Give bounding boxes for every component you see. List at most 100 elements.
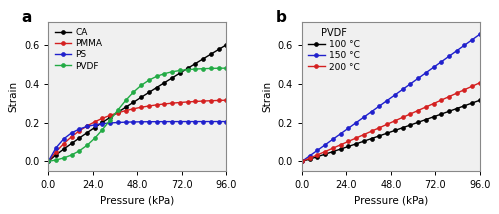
PVDF bbox=[138, 84, 144, 87]
150 °C bbox=[438, 61, 444, 63]
200 °C bbox=[322, 150, 328, 153]
PMMA bbox=[61, 142, 67, 145]
Line: 150 °C: 150 °C bbox=[300, 32, 482, 163]
PMMA bbox=[185, 101, 191, 103]
PVDF bbox=[185, 68, 191, 71]
200 °C bbox=[376, 126, 382, 129]
PMMA bbox=[130, 107, 136, 110]
CA bbox=[169, 77, 175, 79]
150 °C bbox=[338, 132, 344, 135]
PVDF bbox=[177, 69, 183, 72]
100 °C bbox=[446, 110, 452, 113]
200 °C bbox=[454, 92, 460, 94]
150 °C bbox=[462, 44, 468, 46]
100 °C bbox=[307, 158, 313, 160]
200 °C bbox=[477, 81, 483, 84]
200 °C bbox=[353, 137, 359, 139]
CA bbox=[107, 116, 113, 119]
PS bbox=[169, 120, 175, 123]
150 °C bbox=[477, 33, 483, 36]
CA bbox=[53, 154, 59, 156]
PS bbox=[200, 120, 206, 123]
100 °C bbox=[345, 145, 351, 148]
PVDF bbox=[224, 67, 230, 69]
PS bbox=[107, 122, 113, 124]
PVDF bbox=[130, 91, 136, 93]
100 °C bbox=[376, 135, 382, 137]
Y-axis label: Strain: Strain bbox=[262, 81, 272, 112]
200 °C bbox=[338, 144, 344, 146]
100 °C bbox=[423, 118, 429, 121]
150 °C bbox=[446, 55, 452, 58]
200 °C bbox=[431, 102, 437, 105]
200 °C bbox=[446, 95, 452, 98]
PMMA bbox=[208, 100, 214, 102]
PMMA bbox=[177, 101, 183, 104]
CA bbox=[45, 160, 51, 163]
Text: a: a bbox=[21, 10, 32, 25]
PVDF bbox=[200, 67, 206, 70]
100 °C bbox=[384, 132, 390, 134]
PMMA bbox=[200, 100, 206, 102]
200 °C bbox=[423, 106, 429, 108]
150 °C bbox=[322, 144, 328, 146]
200 °C bbox=[361, 133, 367, 136]
PS bbox=[68, 132, 74, 134]
150 °C bbox=[415, 77, 421, 80]
CA bbox=[192, 62, 198, 65]
100 °C bbox=[353, 143, 359, 145]
PMMA bbox=[146, 105, 152, 107]
200 °C bbox=[299, 160, 305, 163]
PMMA bbox=[169, 102, 175, 104]
PVDF bbox=[61, 157, 67, 159]
200 °C bbox=[407, 113, 413, 115]
Legend: CA, PMMA, PS, PVDF: CA, PMMA, PS, PVDF bbox=[53, 26, 104, 72]
PMMA bbox=[115, 111, 121, 114]
PVDF bbox=[123, 99, 129, 102]
150 °C bbox=[330, 138, 336, 141]
CA bbox=[99, 121, 105, 124]
Text: b: b bbox=[275, 10, 286, 25]
PS bbox=[99, 122, 105, 125]
100 °C bbox=[322, 153, 328, 155]
100 °C bbox=[314, 155, 320, 158]
PS bbox=[161, 120, 167, 123]
PS bbox=[92, 123, 98, 126]
100 °C bbox=[392, 129, 398, 132]
100 °C bbox=[400, 126, 406, 129]
PVDF bbox=[161, 72, 167, 75]
CA bbox=[224, 43, 230, 46]
PMMA bbox=[192, 100, 198, 103]
PMMA bbox=[84, 125, 90, 127]
150 °C bbox=[423, 71, 429, 74]
CA bbox=[200, 58, 206, 60]
PVDF bbox=[84, 144, 90, 147]
PVDF bbox=[115, 109, 121, 111]
PVDF bbox=[154, 75, 160, 78]
150 °C bbox=[400, 88, 406, 91]
PMMA bbox=[76, 130, 82, 132]
200 °C bbox=[392, 120, 398, 122]
Line: PS: PS bbox=[46, 120, 228, 163]
PVDF bbox=[169, 70, 175, 73]
Y-axis label: Strain: Strain bbox=[8, 81, 18, 112]
CA bbox=[146, 91, 152, 94]
CA bbox=[185, 67, 191, 70]
CA bbox=[177, 72, 183, 74]
100 °C bbox=[454, 107, 460, 110]
CA bbox=[76, 137, 82, 139]
PS bbox=[53, 147, 59, 149]
PS bbox=[61, 138, 67, 140]
150 °C bbox=[376, 105, 382, 107]
Line: 100 °C: 100 °C bbox=[300, 98, 482, 163]
100 °C bbox=[415, 121, 421, 124]
PMMA bbox=[224, 99, 230, 101]
Line: PMMA: PMMA bbox=[46, 98, 228, 163]
150 °C bbox=[407, 83, 413, 85]
PMMA bbox=[53, 150, 59, 153]
150 °C bbox=[469, 38, 475, 41]
150 °C bbox=[431, 66, 437, 69]
PS bbox=[130, 121, 136, 123]
200 °C bbox=[415, 109, 421, 112]
CA bbox=[208, 53, 214, 55]
